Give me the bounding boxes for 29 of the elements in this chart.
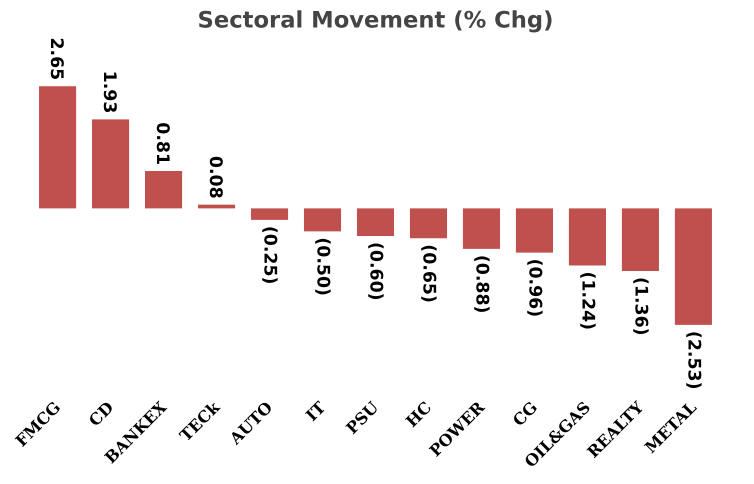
data-label: (0.60) (366, 242, 386, 301)
bar (622, 208, 659, 271)
bar (568, 208, 606, 266)
data-label: (0.65) (418, 244, 438, 303)
bar (92, 119, 130, 208)
bar (462, 208, 500, 249)
data-label: (0.25) (260, 226, 280, 284)
data-label: (0.96) (524, 258, 544, 318)
bar (304, 208, 342, 232)
data-label: 0.81 (152, 122, 172, 166)
data-label: 2.65 (46, 37, 66, 80)
data-label: (0.88) (471, 254, 492, 314)
data-label: 0.08 (205, 156, 226, 199)
bar (674, 208, 712, 325)
data-label: (1.24) (577, 271, 598, 330)
bar (250, 208, 288, 220)
chart-title: Sectoral Movement (% Chg) (198, 8, 554, 34)
x-tick-label: IT (302, 398, 330, 425)
data-label: (0.50) (312, 237, 333, 296)
bar (516, 208, 553, 253)
x-tick-label: HC (402, 398, 436, 431)
data-label: 1.93 (99, 70, 120, 114)
data-label: (2.53) (683, 330, 704, 390)
data-label: (1.36) (630, 276, 650, 336)
bar (198, 204, 236, 208)
bar (410, 208, 448, 238)
bar (145, 171, 182, 208)
bar (39, 86, 76, 208)
bar (356, 208, 394, 236)
